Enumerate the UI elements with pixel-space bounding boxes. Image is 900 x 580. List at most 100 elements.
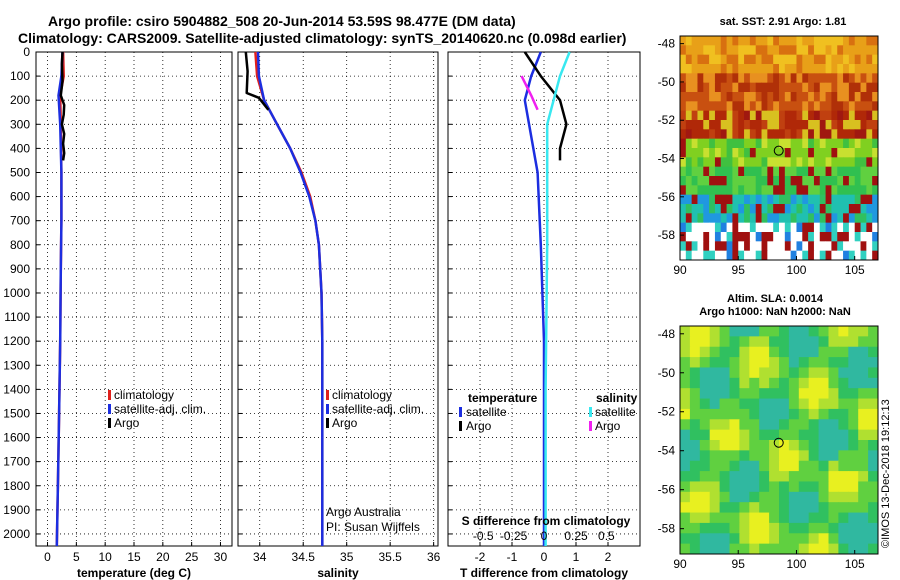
map-cell	[854, 166, 862, 177]
map-y-tick-label: -52	[658, 405, 676, 419]
map-cell	[796, 241, 803, 252]
map-cell	[843, 73, 850, 84]
map-cell	[858, 377, 869, 389]
map-cell	[744, 222, 751, 233]
map-cell	[744, 176, 751, 186]
map-cell	[714, 73, 722, 84]
map-cell	[784, 241, 792, 252]
map-cell	[749, 213, 757, 224]
map-cell	[784, 166, 792, 177]
map-cell	[680, 204, 687, 214]
map-cell	[858, 543, 869, 555]
map-cell	[788, 429, 800, 441]
map-cell	[738, 194, 745, 205]
map-cell	[773, 204, 780, 214]
map-cell	[837, 64, 844, 74]
map-cell	[680, 388, 691, 400]
map-cell	[779, 326, 790, 337]
map-cell	[732, 45, 739, 56]
map-cell	[732, 157, 739, 168]
map-cell	[808, 398, 820, 410]
y-tick-label: 1600	[3, 431, 30, 445]
map-cell	[802, 166, 809, 177]
map-cell	[767, 232, 774, 242]
legend-label: satellite	[595, 405, 636, 419]
map-cell	[759, 398, 770, 410]
map-cell	[739, 388, 750, 400]
map-cell	[726, 45, 733, 56]
map-cell	[759, 408, 770, 420]
map-cell	[860, 45, 867, 56]
map-cell	[779, 120, 786, 130]
map-cell	[773, 176, 780, 186]
map-cell	[709, 194, 716, 205]
map-cell	[767, 250, 774, 261]
map-cell	[709, 543, 721, 555]
map-cell	[838, 491, 849, 503]
map-cell	[813, 92, 821, 102]
map-cell	[714, 64, 722, 74]
map-cell	[738, 204, 745, 214]
map-cell	[709, 92, 716, 102]
map-cell	[714, 194, 722, 205]
map-cell	[828, 408, 839, 420]
map-cell	[697, 120, 704, 130]
map-cell	[872, 92, 879, 102]
map-cell	[759, 326, 770, 337]
map-cell	[825, 36, 832, 46]
map-cell	[825, 176, 832, 186]
map-cell	[802, 64, 809, 74]
map-cell	[790, 45, 797, 56]
map-cell	[680, 213, 687, 224]
map-cell	[872, 36, 879, 46]
y-tick-label: 500	[10, 165, 30, 179]
map-cell	[767, 54, 774, 65]
map-cell	[828, 481, 839, 493]
map-cell	[720, 110, 728, 121]
map-cell	[744, 129, 751, 140]
map-cell	[825, 194, 832, 205]
map-cell	[759, 543, 770, 555]
map-cell	[697, 129, 704, 140]
map-cell	[680, 241, 687, 252]
map-cell	[788, 440, 800, 451]
map-cell	[779, 241, 786, 252]
x-axis-label: T difference from climatology	[460, 566, 628, 580]
map-cell	[685, 92, 693, 102]
map-cell	[808, 450, 820, 462]
secondary-x-tick-label: 0.25	[564, 529, 588, 543]
map-cell	[848, 543, 859, 555]
y-tick-label: 1500	[3, 406, 30, 420]
map-cell	[798, 408, 810, 420]
map-cell	[788, 419, 800, 431]
map-cell	[784, 36, 792, 46]
map-cell	[703, 54, 710, 65]
map-cell	[858, 419, 869, 431]
map-cell	[755, 185, 763, 196]
map-cell	[866, 232, 873, 242]
map-cell	[726, 36, 733, 46]
map-cell	[738, 213, 745, 224]
map-cell	[719, 502, 730, 514]
map-cell	[749, 533, 760, 545]
map-cell	[860, 232, 867, 242]
map-cell	[749, 54, 757, 65]
map-cell	[808, 408, 820, 420]
map-cell	[860, 92, 867, 102]
map-cell	[773, 110, 780, 121]
map-cell	[802, 222, 809, 233]
map-cell	[719, 357, 730, 368]
map-cell	[738, 222, 745, 233]
map-cell	[802, 176, 809, 186]
map-cell	[779, 232, 786, 242]
map-cell	[872, 138, 879, 149]
map-cell	[818, 429, 829, 441]
map-cell	[790, 176, 797, 186]
map-cell	[848, 481, 859, 493]
map-cell	[689, 377, 701, 389]
map-cell	[818, 512, 829, 524]
map-cell	[709, 64, 716, 74]
map-cell	[726, 73, 733, 84]
y-tick-label: 200	[10, 93, 30, 107]
map-cell	[680, 36, 687, 46]
